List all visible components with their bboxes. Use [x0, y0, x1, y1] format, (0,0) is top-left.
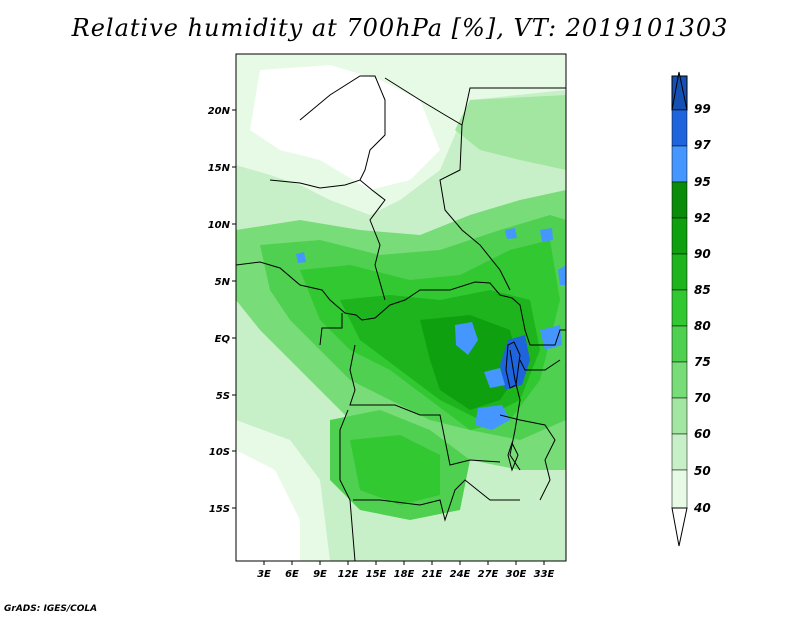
colorbar-segment — [671, 397, 688, 435]
colorbar-label: 99 — [694, 102, 711, 116]
colorbar-label: 75 — [694, 355, 711, 369]
colorbar-label: 92 — [694, 211, 711, 225]
country-borders — [236, 75, 566, 561]
colorbar-segment — [671, 253, 688, 291]
colorbar-label: 90 — [694, 247, 711, 261]
colorbar-segment — [671, 469, 688, 509]
lat-label: 15S — [209, 504, 230, 515]
lat-label: EQ — [215, 334, 231, 345]
colorbar-label: 60 — [694, 427, 711, 441]
colorbar-segment — [671, 433, 688, 471]
colorbar-segment — [671, 217, 688, 255]
lon-label: 21E — [422, 569, 443, 580]
colorbar-label: 95 — [694, 175, 711, 189]
grads-credit: GrADS: IGES/COLA — [4, 604, 98, 614]
lon-label: 24E — [450, 569, 471, 580]
colorbar-bottom-arrow — [671, 507, 688, 547]
lat-label: 10S — [209, 447, 230, 458]
lat-label: 5N — [215, 277, 231, 288]
map-title: Relative humidity at 700hPa [%], VT: 201… — [71, 14, 729, 42]
colorbar-label: 97 — [694, 138, 711, 152]
lat-axis: 20N 15N 10N 5N EQ 5S 10S 15S — [208, 106, 236, 515]
lon-label: 30E — [506, 569, 527, 580]
lon-label: 27E — [478, 569, 499, 580]
lat-label: 5S — [216, 391, 230, 402]
colorbar-label: 40 — [693, 501, 711, 515]
lon-label: 18E — [394, 569, 415, 580]
colorbar-label: 85 — [694, 283, 711, 297]
colorbar-segment — [671, 145, 688, 183]
lat-label: 10N — [208, 220, 231, 231]
lat-label: 20N — [208, 106, 231, 117]
lon-label: 33E — [534, 569, 555, 580]
lat-label: 15N — [208, 163, 231, 174]
colorbar-label: 70 — [694, 391, 711, 405]
colorbar-segment — [671, 109, 688, 147]
colorbar-segment — [671, 361, 688, 399]
map-frame — [235, 53, 567, 562]
lon-label: 15E — [366, 569, 387, 580]
colorbar: 99 97 95 92 90 85 80 75 70 60 50 40 — [671, 71, 711, 547]
colorbar-segment — [671, 289, 688, 327]
lon-label: 3E — [257, 569, 271, 580]
colorbar-label: 80 — [694, 319, 711, 333]
lon-label: 6E — [285, 569, 299, 580]
colorbar-label: 50 — [694, 464, 711, 478]
colorbar-segment — [671, 181, 688, 219]
colorbar-segment — [671, 325, 688, 363]
humidity-field — [236, 54, 566, 561]
lon-label: 12E — [338, 569, 359, 580]
lon-label: 9E — [313, 569, 327, 580]
lon-axis: 3E 6E 9E 12E 15E 18E 21E 24E 27E 30E 33E — [257, 561, 555, 580]
